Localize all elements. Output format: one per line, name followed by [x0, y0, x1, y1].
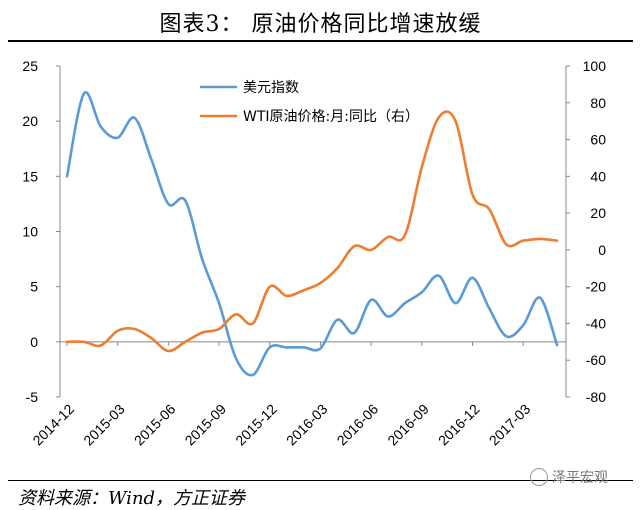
left-tick-label: -5	[26, 389, 39, 405]
x-tick-label: 2016-03	[283, 401, 331, 449]
left-tick-label: 20	[22, 113, 38, 129]
x-tick-label: 2015-12	[232, 401, 280, 449]
watermark-text: 泽平宏观	[552, 470, 608, 486]
title-rule	[8, 40, 633, 42]
left-tick-label: 5	[30, 279, 38, 295]
wti-yoy-series-line	[65, 110, 559, 353]
right-tick-label: -20	[586, 279, 606, 295]
x-tick-label: 2016-06	[334, 401, 382, 449]
dual-axis-line-chart: -5 0 5 10 15 20 25 -80 -60 -40 -20 0 20 40 60 80 100 2014…	[22, 58, 607, 449]
figure-title: 图表3： 原油价格同比增速放缓	[159, 12, 482, 37]
right-tick-label: 60	[590, 132, 606, 148]
left-tick-label: 15	[22, 168, 38, 184]
left-tick-label: 0	[30, 334, 38, 350]
x-tick-label: 2015-03	[80, 401, 128, 449]
right-tick-label: -80	[586, 389, 606, 405]
source-rule	[8, 480, 633, 481]
x-tick-label: 2015-06	[131, 401, 179, 449]
right-tick-label: 80	[590, 95, 606, 111]
usd-index-series-line	[65, 91, 559, 377]
wechat-logo-icon	[530, 468, 548, 486]
x-tick-label: 2016-12	[435, 401, 483, 449]
right-tick-label: -60	[586, 352, 606, 368]
left-tick-label: 25	[22, 58, 38, 74]
right-tick-label: 20	[590, 205, 606, 221]
right-tick-label: 40	[590, 168, 606, 184]
right-tick-label: 0	[598, 242, 606, 258]
left-tick-label: 10	[22, 224, 38, 240]
legend-wti-yoy-label: WTI原油价格:月:同比（右）	[243, 109, 419, 125]
x-tick-label: 2016-09	[384, 401, 432, 449]
x-tick-label: 2014-12	[29, 401, 77, 449]
x-tick-label: 2015-09	[182, 401, 230, 449]
right-tick-label: 100	[583, 58, 607, 74]
watermark: 泽平宏观	[530, 467, 608, 487]
right-tick-label: -40	[586, 315, 606, 331]
source-note: 资料来源：Wind，方正证券	[18, 488, 246, 509]
legend-usd-index-label: 美元指数	[243, 80, 299, 96]
x-tick-label: 2017-03	[486, 401, 534, 449]
